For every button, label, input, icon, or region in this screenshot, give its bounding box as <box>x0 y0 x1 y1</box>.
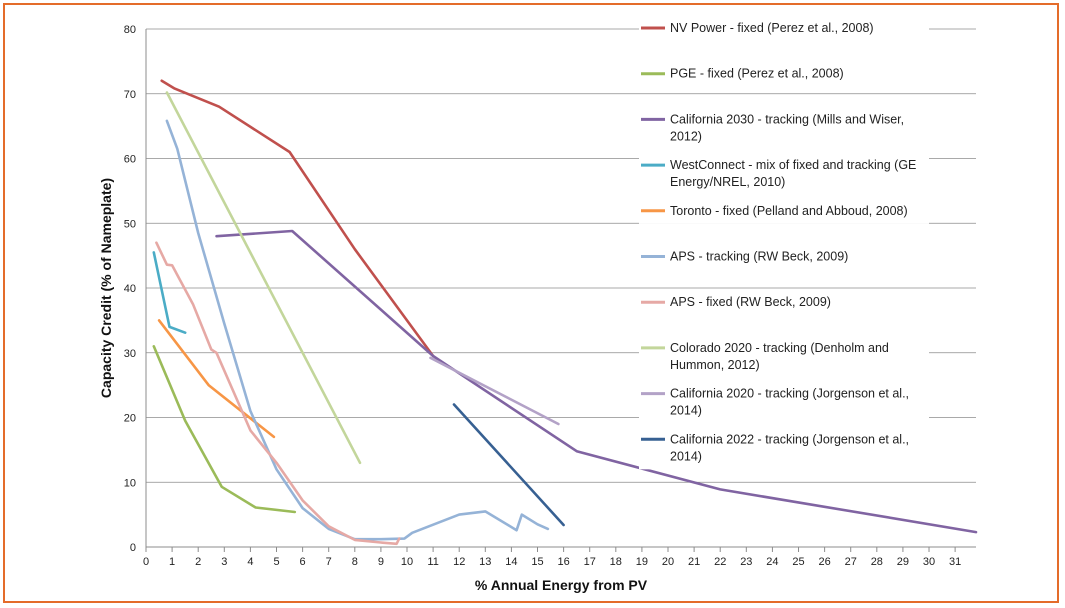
legend-entry-5: Toronto - fixed (Pelland and Abboud, 200… <box>639 202 929 224</box>
y-tick-labels: 0 10 20 30 40 50 60 70 80 <box>124 24 136 554</box>
series-line-10 <box>452 403 565 527</box>
y-axis-title: Capacity Credit (% of Nameplate) <box>98 178 114 398</box>
x-tick-label: 19 <box>636 556 648 568</box>
legend-entry-bg <box>639 202 929 224</box>
legend-label: California 2020 - tracking (Jorgenson et… <box>670 387 909 418</box>
x-tick-label: 27 <box>845 556 857 568</box>
x-tick-label: 31 <box>949 556 961 568</box>
legend-entry-1: NV Power - fixed (Perez et al., 2008) <box>639 20 929 41</box>
x-tick-label: 25 <box>792 556 804 568</box>
legend-label: Colorado 2020 - tracking (Denholm and Hum… <box>670 341 889 372</box>
x-tick-label: 13 <box>479 556 491 568</box>
x-tick-label: 26 <box>818 556 830 568</box>
legend-entry-bg <box>639 294 929 316</box>
y-tick-label: 0 <box>130 542 136 554</box>
x-tick-label: 29 <box>897 556 909 568</box>
legend-entry-8: Colorado 2020 - tracking (Denholm and Hum… <box>639 339 929 378</box>
series-line-7 <box>155 241 401 546</box>
y-tick-label: 50 <box>124 218 136 230</box>
x-tick-label: 24 <box>766 556 778 568</box>
legend-entry-bg <box>639 20 929 41</box>
x-tick-label: 0 <box>143 556 149 568</box>
x-tick-label: 15 <box>531 556 543 568</box>
legend-entry-bg <box>639 111 929 150</box>
x-tick-label: 7 <box>326 556 332 568</box>
y-tick-label: 10 <box>124 477 136 489</box>
legend-label: WestConnect - mix of fixed and tracking … <box>670 158 916 189</box>
x-axis-title: % Annual Energy from PV <box>475 577 648 593</box>
legend-entry-6: APS - tracking (RW Beck, 2009) <box>639 248 929 270</box>
x-tick-label: 8 <box>352 556 358 568</box>
legend-label: Toronto - fixed (Pelland and Abboud, 200… <box>670 204 908 218</box>
y-tick-label: 20 <box>124 413 136 425</box>
legend-label: California 2022 - tracking (Jorgenson et… <box>670 432 909 463</box>
x-tick-label: 17 <box>584 556 596 568</box>
x-tick-label: 4 <box>247 556 253 568</box>
series-line-3 <box>215 229 978 534</box>
legend-entry-bg <box>639 65 929 87</box>
x-tick-label: 20 <box>662 556 674 568</box>
y-tick-label: 40 <box>124 283 136 295</box>
series-line-9 <box>429 356 560 426</box>
series-line-6 <box>165 119 550 541</box>
legend-entry-4: WestConnect - mix of fixed and tracking … <box>639 157 929 196</box>
x-tick-label: 9 <box>378 556 384 568</box>
y-tick-label: 80 <box>124 24 136 36</box>
x-tick-label: 5 <box>273 556 279 568</box>
x-tick-label: 21 <box>688 556 700 568</box>
legend-entry-3: California 2030 - tracking (Mills and Wi… <box>639 111 929 150</box>
x-tick-label: 14 <box>505 556 517 568</box>
x-tick-label: 16 <box>557 556 569 568</box>
x-tick-label: 1 <box>169 556 175 568</box>
x-tick-label: 28 <box>871 556 883 568</box>
x-tick-label: 10 <box>401 556 413 568</box>
x-tick-labels: 0 1 2 3 4 5 6 7 8 9 10 11 12 13 14 15 16 17 18 19 20 21 22 23 24… <box>143 556 961 568</box>
legend-label: PGE - fixed (Perez et al., 2008) <box>670 67 844 81</box>
x-tick-label: 30 <box>923 556 935 568</box>
y-tick-label: 70 <box>124 89 136 101</box>
legend-entry-bg <box>639 157 929 196</box>
legend-label: NV Power - fixed (Perez et al., 2008) <box>670 21 874 35</box>
gridlines <box>146 28 976 483</box>
legend-entry-10: California 2022 - tracking (Jorgenson et… <box>639 431 929 470</box>
legend-label: California 2030 - tracking (Mills and Wi… <box>670 112 904 143</box>
chart-frame: 0 10 20 30 40 50 60 70 80 0 1 2 3 4 5 6 7 8 9 10 11 12 13 14 15… <box>3 3 1059 603</box>
series-lines <box>152 79 978 546</box>
y-tick-label: 60 <box>124 154 136 166</box>
legend-label: APS - fixed (RW Beck, 2009) <box>670 295 831 309</box>
legend-entry-bg <box>639 431 929 470</box>
series-line-1 <box>160 79 435 358</box>
series-line-2 <box>152 345 297 514</box>
x-tick-label: 23 <box>740 556 752 568</box>
legend-label: APS - tracking (RW Beck, 2009) <box>670 250 848 264</box>
axes <box>145 29 976 552</box>
x-tick-label: 3 <box>221 556 227 568</box>
x-tick-label: 22 <box>714 556 726 568</box>
legend-entry-bg <box>639 248 929 270</box>
legend: NV Power - fixed (Perez et al., 2008) PGE… <box>639 20 929 470</box>
series-line-8 <box>165 91 362 465</box>
legend-entry-7: APS - fixed (RW Beck, 2009) <box>639 294 929 316</box>
x-tick-label: 11 <box>427 556 438 568</box>
legend-entry-bg <box>639 385 929 424</box>
legend-entry-bg <box>639 339 929 378</box>
x-tick-label: 12 <box>453 556 465 568</box>
y-tick-label: 30 <box>124 348 136 360</box>
x-tick-label: 6 <box>300 556 306 568</box>
x-tick-label: 18 <box>610 556 622 568</box>
series-line-4 <box>152 251 187 334</box>
x-tick-label: 2 <box>195 556 201 568</box>
legend-entry-2: PGE - fixed (Perez et al., 2008) <box>639 65 929 87</box>
series-line-5 <box>157 319 276 439</box>
legend-entry-9: California 2020 - tracking (Jorgenson et… <box>639 385 929 424</box>
